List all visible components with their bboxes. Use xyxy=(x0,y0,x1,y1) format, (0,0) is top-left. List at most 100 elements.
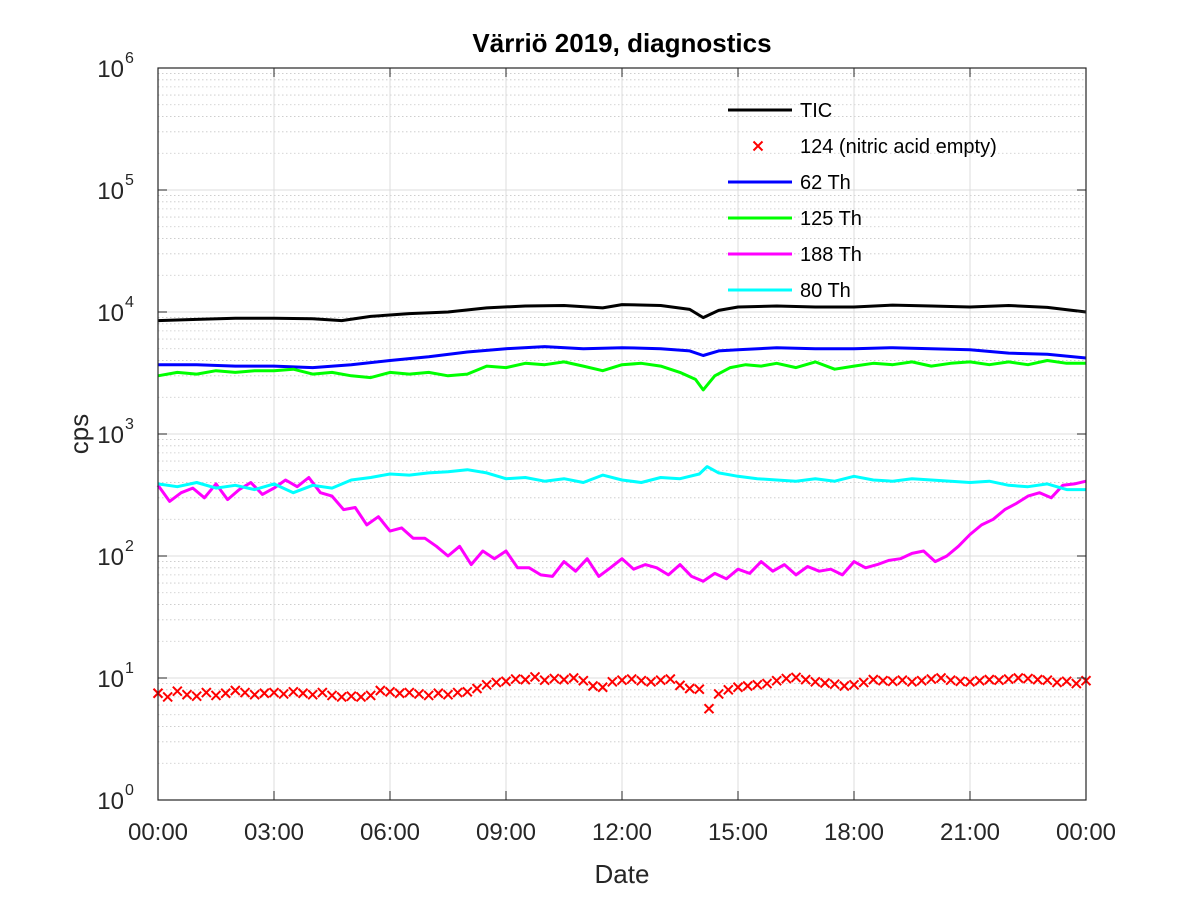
y-tick-exponent: 2 xyxy=(125,538,134,555)
data-point xyxy=(201,687,212,698)
data-point xyxy=(210,690,222,701)
data-point xyxy=(964,676,976,688)
legend-label-80-th: 80 Th xyxy=(800,280,851,302)
data-point xyxy=(433,688,444,699)
data-point xyxy=(926,673,937,685)
data-point xyxy=(974,675,985,686)
data-point xyxy=(887,676,898,687)
data-point xyxy=(162,691,173,703)
legend-label-124-nitric-acid-empty: 124 (nitric acid empty) xyxy=(800,136,997,158)
x-tick-label: 06:00 xyxy=(360,819,420,846)
y-tick-exponent: 5 xyxy=(125,172,134,189)
data-point xyxy=(713,688,724,700)
data-point xyxy=(800,674,811,685)
data-point xyxy=(1071,678,1082,689)
x-tick-label: 15:00 xyxy=(708,819,768,846)
data-point xyxy=(665,673,676,685)
x-tick-label: 12:00 xyxy=(592,819,652,846)
data-point xyxy=(607,676,618,688)
y-tick-exponent: 3 xyxy=(125,416,134,433)
data-point xyxy=(626,673,637,685)
legend-marker-124-nitric-acid-empty xyxy=(752,140,764,152)
data-point xyxy=(491,677,502,688)
data-point xyxy=(645,676,657,688)
data-point xyxy=(481,679,492,690)
data-point xyxy=(346,690,357,702)
data-point xyxy=(877,675,889,686)
data-point xyxy=(249,689,260,700)
series-124-nitric-acid-empty xyxy=(152,671,1092,714)
data-point xyxy=(520,674,531,685)
y-tick-exponent: 6 xyxy=(125,50,134,67)
data-point xyxy=(558,674,570,685)
data-point xyxy=(897,674,908,686)
data-point xyxy=(781,673,792,684)
data-point xyxy=(790,672,802,683)
series-line-80-th xyxy=(157,465,1086,495)
data-point xyxy=(906,676,918,688)
data-point xyxy=(945,674,956,686)
x-axis-label: Date xyxy=(595,859,650,889)
data-point xyxy=(268,687,280,698)
data-point xyxy=(471,683,483,694)
data-point xyxy=(384,686,396,698)
data-point xyxy=(423,690,434,701)
data-point xyxy=(355,691,367,703)
legend: TIC 124 (nitric acid empty) 62 Th 125 Th 188… xyxy=(728,100,997,302)
data-point xyxy=(220,688,231,699)
data-point xyxy=(191,690,202,702)
data-point xyxy=(462,686,473,698)
series-line-62-th xyxy=(158,345,1087,370)
data-point xyxy=(288,686,299,698)
data-point xyxy=(539,674,550,686)
data-point xyxy=(404,687,415,698)
y-tick-label: 10 xyxy=(97,666,124,693)
data-point xyxy=(442,689,454,700)
chart-title: Värriö 2019, diagnostics xyxy=(472,28,771,58)
data-point xyxy=(616,674,628,686)
series-line-125-th xyxy=(157,359,1086,392)
x-tick-label: 18:00 xyxy=(824,819,884,846)
data-point xyxy=(916,675,927,686)
data-point xyxy=(336,691,347,703)
y-tick-exponent: 0 xyxy=(125,782,134,799)
data-point xyxy=(1042,674,1053,686)
data-point xyxy=(993,674,1005,686)
x-tick-label: 21:00 xyxy=(940,819,1000,846)
legend-label-188-th: 188 Th xyxy=(800,244,862,266)
data-point xyxy=(452,687,463,698)
series-line-tic xyxy=(157,303,1087,323)
data-point xyxy=(413,688,425,700)
data-point xyxy=(761,678,773,689)
data-point xyxy=(278,688,289,700)
y-tick-label: 10 xyxy=(97,56,124,83)
data-point xyxy=(375,685,386,696)
data-point xyxy=(297,688,309,699)
data-point xyxy=(868,674,879,685)
x-tick-label: 00:00 xyxy=(1056,819,1116,846)
data-point xyxy=(723,684,734,696)
series-line-188-th xyxy=(156,476,1087,583)
legend-label-125-th: 125 Th xyxy=(800,208,862,230)
data-point xyxy=(230,685,241,696)
data-point xyxy=(858,677,869,688)
y-axis-label: cps xyxy=(64,414,94,454)
data-point xyxy=(771,675,782,686)
data-point xyxy=(365,690,376,701)
data-point xyxy=(955,676,966,687)
x-tick-label: 00:00 xyxy=(128,819,188,846)
data-point xyxy=(259,688,270,699)
data-point xyxy=(935,672,947,684)
data-point xyxy=(1051,677,1063,688)
data-point xyxy=(1061,676,1072,687)
data-point xyxy=(578,675,589,686)
data-point xyxy=(172,685,183,697)
y-tick-label: 10 xyxy=(97,300,124,327)
data-point xyxy=(394,688,405,699)
data-point xyxy=(597,682,608,693)
data-point xyxy=(636,675,647,686)
data-point xyxy=(549,673,560,684)
data-point xyxy=(829,678,840,690)
